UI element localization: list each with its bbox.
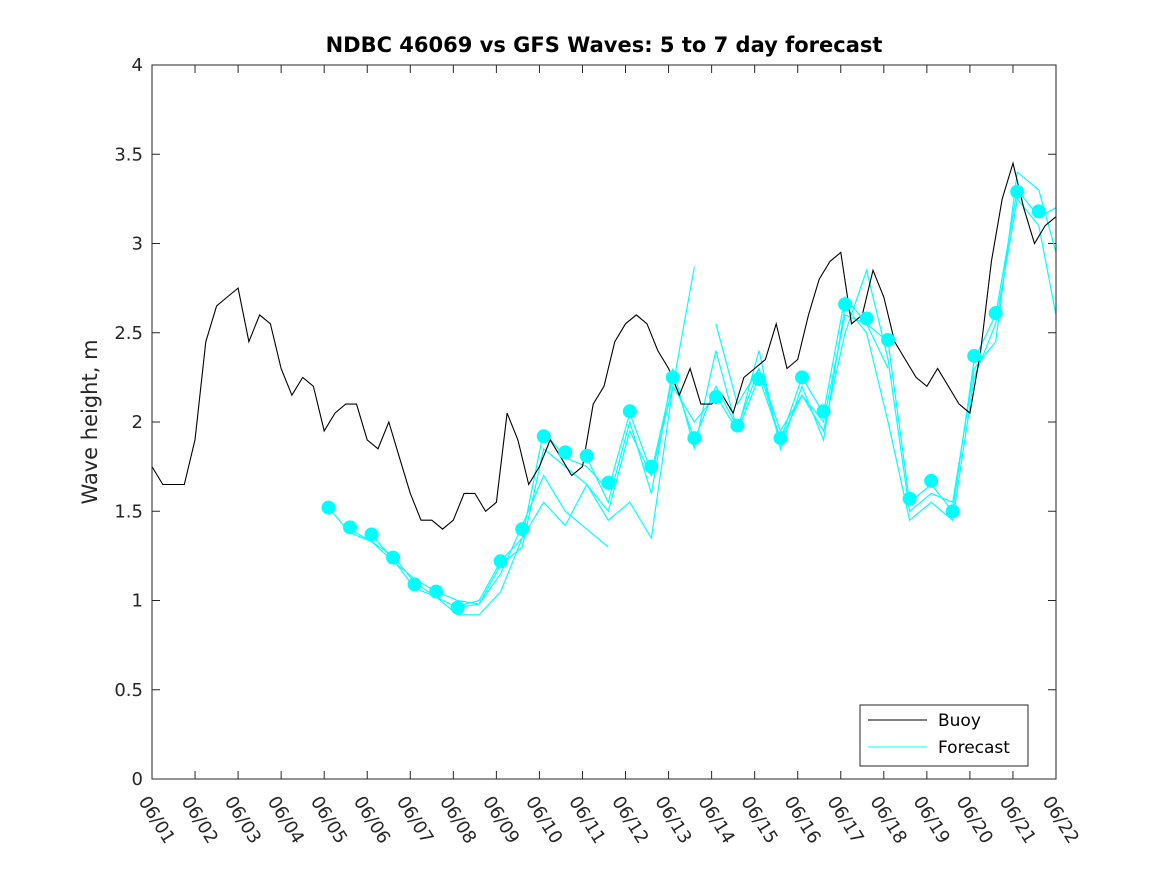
buoy-line: [151, 161, 1057, 530]
forecast-line: [715, 170, 1057, 513]
forecast-point: [450, 600, 465, 615]
forecast-point: [343, 520, 358, 535]
legend: Buoy Forecast: [859, 704, 1029, 767]
legend-label-buoy: Buoy: [938, 711, 981, 731]
forecast-point: [730, 418, 745, 433]
forecast-point: [665, 370, 680, 385]
forecast-point: [429, 584, 444, 599]
y-tick-label: 3: [132, 234, 143, 255]
forecast-line: [328, 474, 609, 605]
forecast-point: [924, 473, 939, 488]
forecast-point: [795, 370, 810, 385]
forecast-point: [773, 431, 788, 446]
y-tick-label: 0: [132, 769, 143, 790]
forecast-point: [988, 306, 1003, 321]
legend-box: [859, 704, 1029, 767]
forecast-point: [881, 332, 896, 347]
y-tick-label: 2.5: [114, 323, 143, 344]
forecast-point: [386, 550, 401, 565]
forecast-point: [1010, 184, 1025, 199]
chart-title: NDBC 46069 vs GFS Waves: 5 to 7 day fore…: [326, 33, 883, 57]
legend-label-forecast: Forecast: [938, 738, 1010, 758]
forecast-point: [558, 445, 573, 460]
y-tick-label: 3.5: [114, 144, 143, 165]
forecast-point: [515, 522, 530, 537]
forecast-point: [1031, 204, 1046, 219]
forecast-point: [967, 348, 982, 363]
y-tick-label: 1: [132, 591, 143, 612]
forecast-point: [579, 448, 594, 463]
forecast-point: [708, 390, 723, 405]
forecast-point: [687, 431, 702, 446]
y-axis-label: Wave height, m: [78, 339, 102, 504]
forecast-point: [601, 475, 616, 490]
forecast-point: [622, 404, 637, 419]
y-tick-label: 0.5: [114, 680, 143, 701]
forecast-point: [364, 527, 379, 542]
axes-frame: [151, 64, 1057, 780]
forecast-point: [838, 297, 853, 312]
forecast-point: [859, 311, 874, 326]
y-tick-label: 1.5: [114, 501, 143, 522]
series-layer: [151, 161, 1057, 616]
forecast-point: [493, 554, 508, 569]
forecast-point: [945, 504, 960, 519]
forecast-point: [321, 500, 336, 515]
forecast-point: [751, 372, 766, 387]
forecast-point: [407, 577, 422, 592]
forecast-point: [644, 459, 659, 474]
axes-background: [152, 65, 1056, 779]
forecast-point: [816, 404, 831, 419]
y-tick-label: 2: [132, 412, 143, 433]
forecast-point: [902, 491, 917, 506]
forecast-point: [536, 429, 551, 444]
y-tick-label: 4: [132, 55, 143, 76]
